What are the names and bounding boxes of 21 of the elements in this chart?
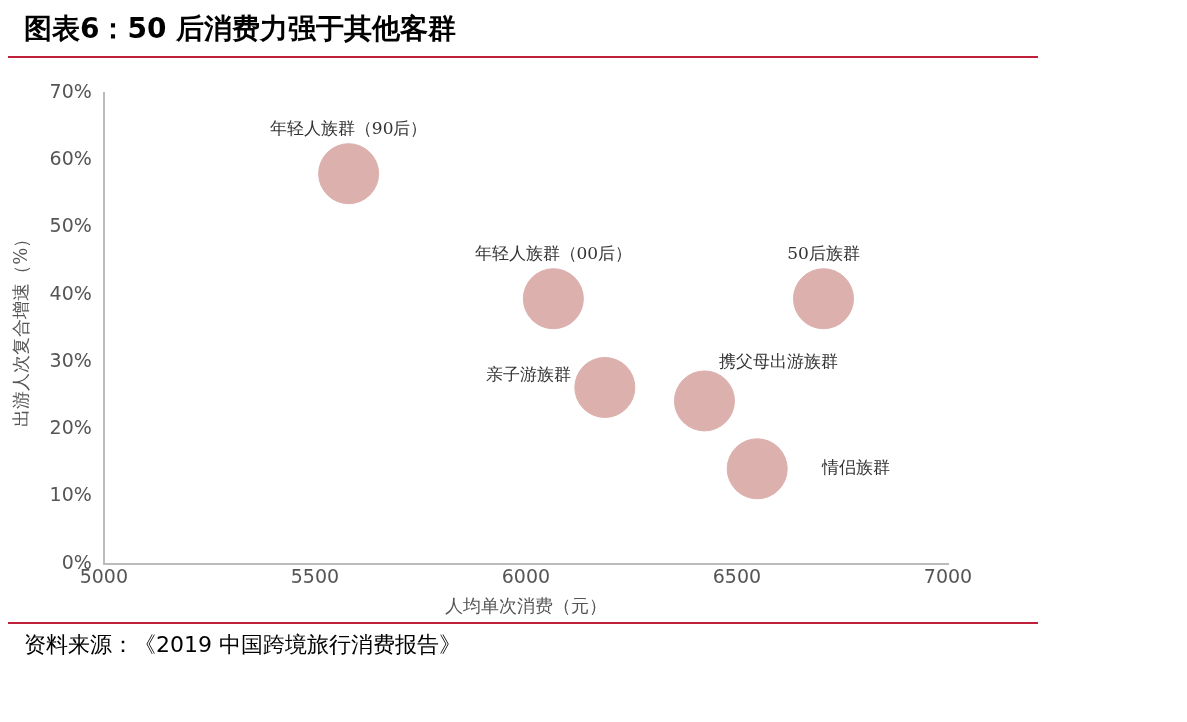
text: 资料来源：《2019 中国跨境旅行消费报告》 <box>24 631 462 659</box>
chart-title: 图表6：50 后消费力强于其他客群 <box>8 8 1038 58</box>
text: 情侣族群 <box>821 457 891 478</box>
series-label: 携父母出游族群 <box>719 351 839 372</box>
x-tick-label: 6000 <box>501 564 551 587</box>
y-tick-label: 20% <box>49 416 92 439</box>
x-tick-label: 5500 <box>290 564 340 587</box>
x-tick-label: 6500 <box>712 564 762 587</box>
x-axis-title: 人均单次消费（元） <box>444 594 607 616</box>
y-tick-label: 70% <box>49 79 92 102</box>
y-tick-label: 30% <box>49 348 92 371</box>
y-tick-label: 10% <box>49 483 92 506</box>
x-tick-label: 7000 <box>923 564 973 587</box>
series-label: 50后族群 <box>787 243 860 264</box>
series-label: 年轻人族群（90后） <box>269 118 428 139</box>
y-axis-title: 出游人次复合增速（%） <box>10 229 32 427</box>
y-tick-label: 50% <box>49 214 92 237</box>
y-tick-label: 40% <box>49 281 92 304</box>
series-label: 亲子游族群 <box>485 363 571 384</box>
y-tick-label: 60% <box>49 147 92 170</box>
series-label: 年轻人族群（00后） <box>474 243 633 264</box>
